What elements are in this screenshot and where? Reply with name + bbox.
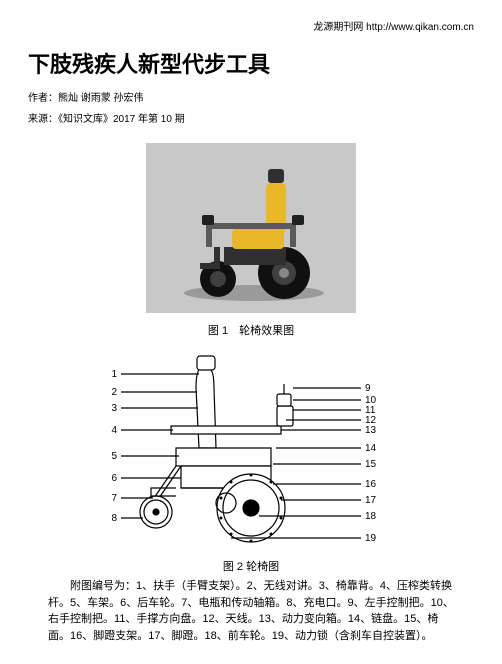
author-line: 作者：熊灿 谢雨蒙 孙宏伟 xyxy=(28,89,474,104)
figure-1-caption: 图 1 轮椅效果图 xyxy=(28,322,474,338)
author-prefix: 作者： xyxy=(28,93,58,104)
source-line: 来源：《知识文库》2017 年第 10 期 xyxy=(28,110,474,125)
fig2-label-18: 18 xyxy=(365,511,377,522)
fig2-label-16: 16 xyxy=(365,479,377,490)
figure-2-legend: 附图编号为：1、扶手（手臂支架）。2、无线对讲。3、椅靠背。4、压榨类转换杆。5… xyxy=(28,578,474,644)
fig2-label-19: 19 xyxy=(365,533,377,544)
wheelchair-render-svg xyxy=(146,143,356,313)
fig2-label-7: 7 xyxy=(111,493,117,504)
figure-2-svg: 1 2 3 4 5 6 7 8 9 10 11 12 13 14 15 16 1… xyxy=(81,348,421,558)
legend-intro: 附图编号为： xyxy=(70,580,136,592)
figure-1: 图 1 轮椅效果图 xyxy=(28,143,474,338)
fig2-label-4: 4 xyxy=(111,425,117,436)
fig2-label-17: 17 xyxy=(365,495,377,506)
fig2-label-3: 3 xyxy=(111,403,117,414)
fig2-label-14: 14 xyxy=(365,443,377,454)
figure-1-image xyxy=(146,143,356,313)
fig2-label-8: 8 xyxy=(111,513,117,524)
authors: 熊灿 谢雨蒙 孙宏伟 xyxy=(58,93,144,104)
fig2-label-6: 6 xyxy=(111,473,117,484)
source: 《知识文库》2017 年第 10 期 xyxy=(58,114,185,125)
fig2-label-2: 2 xyxy=(111,387,117,398)
fig2-label-9: 9 xyxy=(365,383,371,394)
figure-2-caption: 图 2 轮椅图 xyxy=(28,558,474,574)
fig2-label-13: 13 xyxy=(365,425,377,436)
fig2-label-5: 5 xyxy=(111,451,117,462)
site-header: 龙源期刊网 http://www.qikan.com.cn xyxy=(28,18,474,33)
fig2-label-15: 15 xyxy=(365,459,377,470)
source-prefix: 来源： xyxy=(28,114,58,125)
article-title: 下肢残疾人新型代步工具 xyxy=(28,47,474,79)
figure-2: 1 2 3 4 5 6 7 8 9 10 11 12 13 14 15 16 1… xyxy=(28,348,474,644)
fig2-label-1: 1 xyxy=(111,369,117,380)
